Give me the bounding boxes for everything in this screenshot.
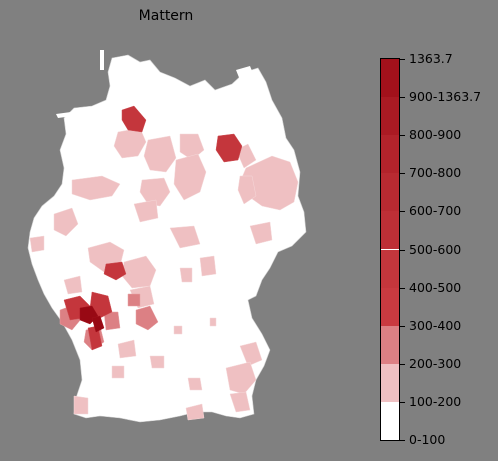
legend-tick	[400, 363, 405, 365]
legend-tick	[400, 440, 405, 441]
legend-tick	[400, 135, 405, 137]
map-title: Mattern	[138, 8, 194, 24]
legend-segment	[381, 363, 399, 402]
legend-tick-label: 200-300	[409, 355, 462, 371]
legend-tick	[400, 97, 405, 99]
legend-colorbar	[380, 58, 400, 441]
legend-segment	[381, 135, 399, 174]
legend-tick-label: 400-500	[409, 279, 462, 295]
legend-tick-label: 500-600	[409, 241, 462, 257]
legend-tick-label: 0-100	[409, 432, 446, 447]
legend-segment	[381, 287, 399, 326]
legend-tick-label: 600-700	[409, 203, 462, 219]
district-berlin	[215, 133, 243, 163]
legend-segment	[381, 211, 399, 250]
legend-tick	[400, 401, 405, 403]
legend-tick	[400, 325, 405, 327]
legend-segment	[381, 173, 399, 212]
legend-tick	[400, 287, 405, 289]
legend-segment	[381, 59, 399, 98]
legend-segment	[381, 97, 399, 136]
legend-tick-label: 1363.7	[409, 51, 453, 66]
legend-tick-label: 900-1363.7	[409, 89, 482, 105]
districts-100-200	[29, 127, 299, 421]
legend-tick	[400, 211, 405, 213]
districts-900-plus	[79, 305, 105, 333]
district-rhein-main	[103, 261, 127, 281]
district-hamburg	[121, 105, 147, 133]
legend-segment	[381, 249, 399, 288]
legend-tick	[400, 59, 405, 60]
legend-tick-label: 700-800	[409, 165, 462, 181]
legend-tick	[400, 249, 405, 251]
legend-tick-label: 300-400	[409, 317, 462, 333]
legend-tick-label: 100-200	[409, 393, 462, 409]
legend-segment	[381, 325, 399, 364]
legend-tick-label: 800-900	[409, 127, 462, 143]
legend-segment	[381, 401, 399, 440]
legend-tick	[400, 173, 405, 175]
coastal-islands	[56, 50, 254, 118]
